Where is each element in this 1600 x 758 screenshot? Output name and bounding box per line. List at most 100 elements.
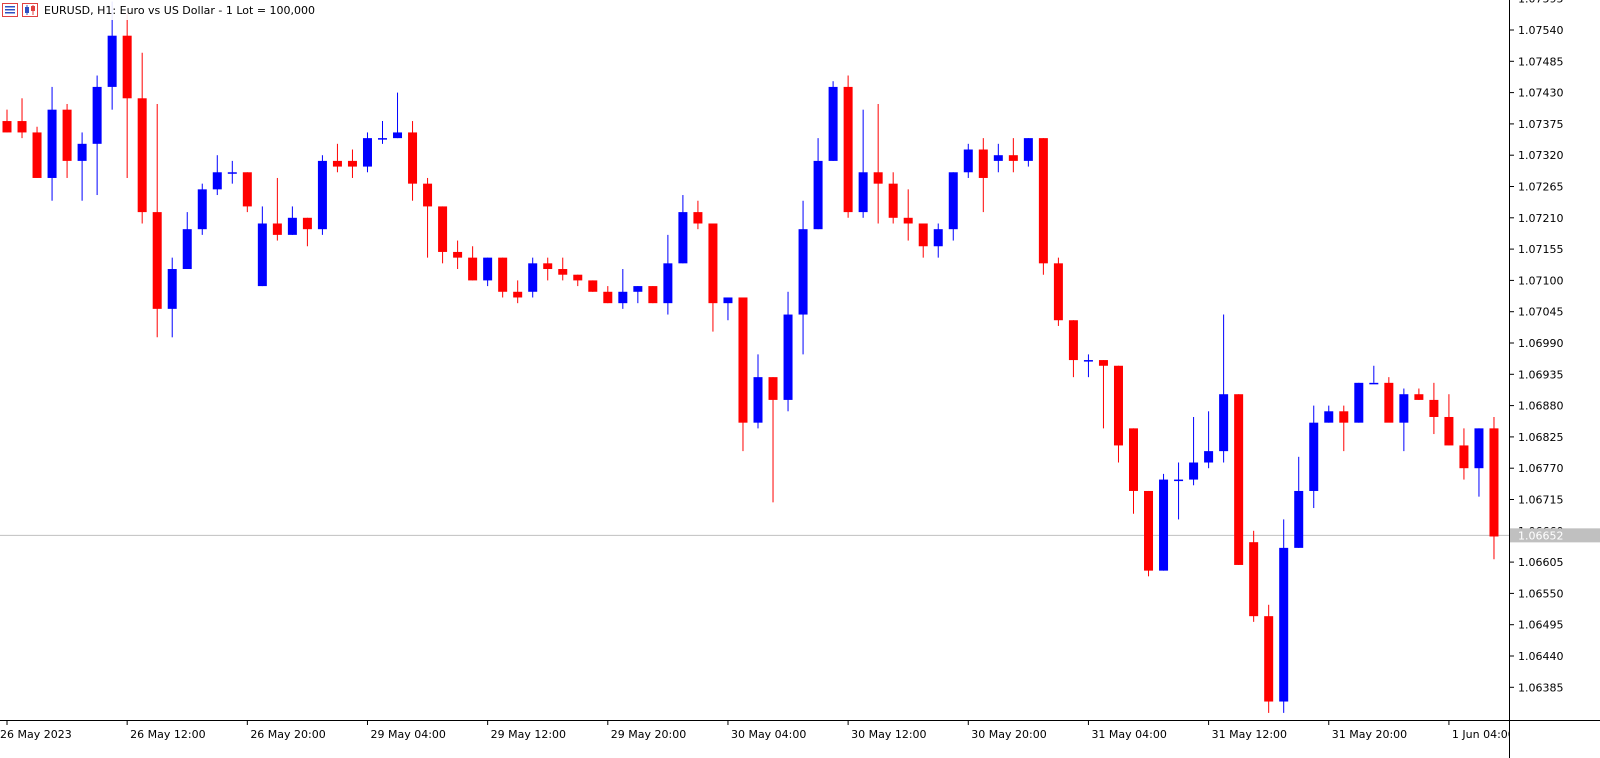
candle [1189,416,1199,486]
candle [1249,530,1259,622]
candle-body [423,183,433,207]
price-axis-scale: 1.07595 1.07540 1.07485 1.07430 1.07375 1.073… [1510,0,1600,694]
candle-body [257,223,267,287]
candle [137,52,147,224]
price-label: 1.06990 [1518,337,1564,350]
candle-body [723,297,733,304]
time-label: 26 May 12:00 [130,728,205,741]
candle [513,280,523,304]
candle-body [1279,547,1289,702]
candle-body [648,286,658,304]
candle [1354,382,1364,423]
candle-body [633,286,643,292]
candle-body [738,297,748,423]
chart-list-icon[interactable] [2,3,18,17]
candle-body [47,109,57,178]
candle [828,81,838,161]
candle-body [978,149,988,178]
candle-body [197,189,207,230]
candle-body [1414,394,1424,400]
candle-body [1399,394,1409,423]
candle [738,297,748,452]
candle-body [1098,360,1108,366]
time-label: 26 May 20:00 [250,728,325,741]
candle-body [137,98,147,213]
candle-body [1474,428,1484,469]
candle-body [1354,382,1364,423]
candle-body [783,314,793,400]
candle [1429,382,1439,435]
candle [753,354,763,429]
bid-price-label-bg [1510,528,1600,543]
candle-body [843,86,853,213]
price-label: 1.06880 [1518,400,1564,413]
candle-body [107,35,117,87]
candle [993,143,1003,173]
candle-body [332,160,342,167]
candle-body [1189,462,1199,480]
candle [77,132,87,201]
chart-plot-area[interactable]: EURUSD, H1: Euro vs US Dollar - 1 Lot = … [0,0,1509,720]
price-label: 1.07485 [1518,55,1564,68]
price-label: 1.06825 [1518,431,1564,444]
candle-body [1204,451,1214,463]
candle-body [558,269,568,275]
candle-body [1219,394,1229,452]
candle-body [182,229,192,270]
candle [813,138,823,230]
candle [287,206,297,235]
time-label: 30 May 20:00 [971,728,1046,741]
candle [197,183,207,235]
candle-body [362,138,372,167]
candle-body [603,291,613,304]
candle-body [753,377,763,423]
candle [257,206,267,287]
candle-body [1234,394,1244,565]
candle-body [287,217,297,235]
candle-body [963,149,973,173]
candle [438,206,448,264]
candle [1369,365,1379,385]
candles-icon[interactable] [22,3,38,17]
time-axis[interactable]: 26 May 2023 26 May 12:00 26 May 20:00 29 Ma… [0,720,1509,758]
time-label: 31 May 12:00 [1212,728,1287,741]
candle-body [1083,360,1093,362]
candle-body [77,143,87,161]
price-label: 1.06550 [1518,587,1564,600]
candle-body [227,172,237,174]
candle [1068,320,1078,378]
candle-body [768,377,778,400]
price-label: 1.06605 [1518,556,1564,569]
candle-body [1053,263,1063,321]
candle [858,109,868,218]
candle [1129,428,1138,514]
candle-body [1159,479,1169,571]
candle [543,257,553,281]
price-label: 1.06440 [1518,650,1564,663]
candle [272,177,282,241]
price-axis[interactable]: 1.07595 1.07540 1.07485 1.07430 1.07375 1.073… [1509,0,1600,720]
candle-body [1129,428,1138,491]
candle [1279,519,1289,713]
candle [963,143,973,178]
candle [978,138,988,213]
candle-body [122,35,132,99]
candle [17,98,27,139]
candle [1008,138,1018,173]
candle-body [498,257,508,292]
time-label: 26 May 2023 [0,728,72,741]
candle-body [1429,399,1439,417]
candle [573,274,583,287]
candle-body [1294,490,1304,548]
candle [1414,388,1424,400]
price-label: 1.07540 [1518,24,1564,37]
candle [362,132,372,173]
candle-body [242,172,252,207]
price-label: 1.07430 [1518,87,1564,100]
candle-body [62,109,72,161]
candle [1038,138,1048,275]
candle [1083,354,1093,378]
time-label: 29 May 12:00 [491,728,566,741]
candle [468,246,478,281]
candle [933,223,943,258]
